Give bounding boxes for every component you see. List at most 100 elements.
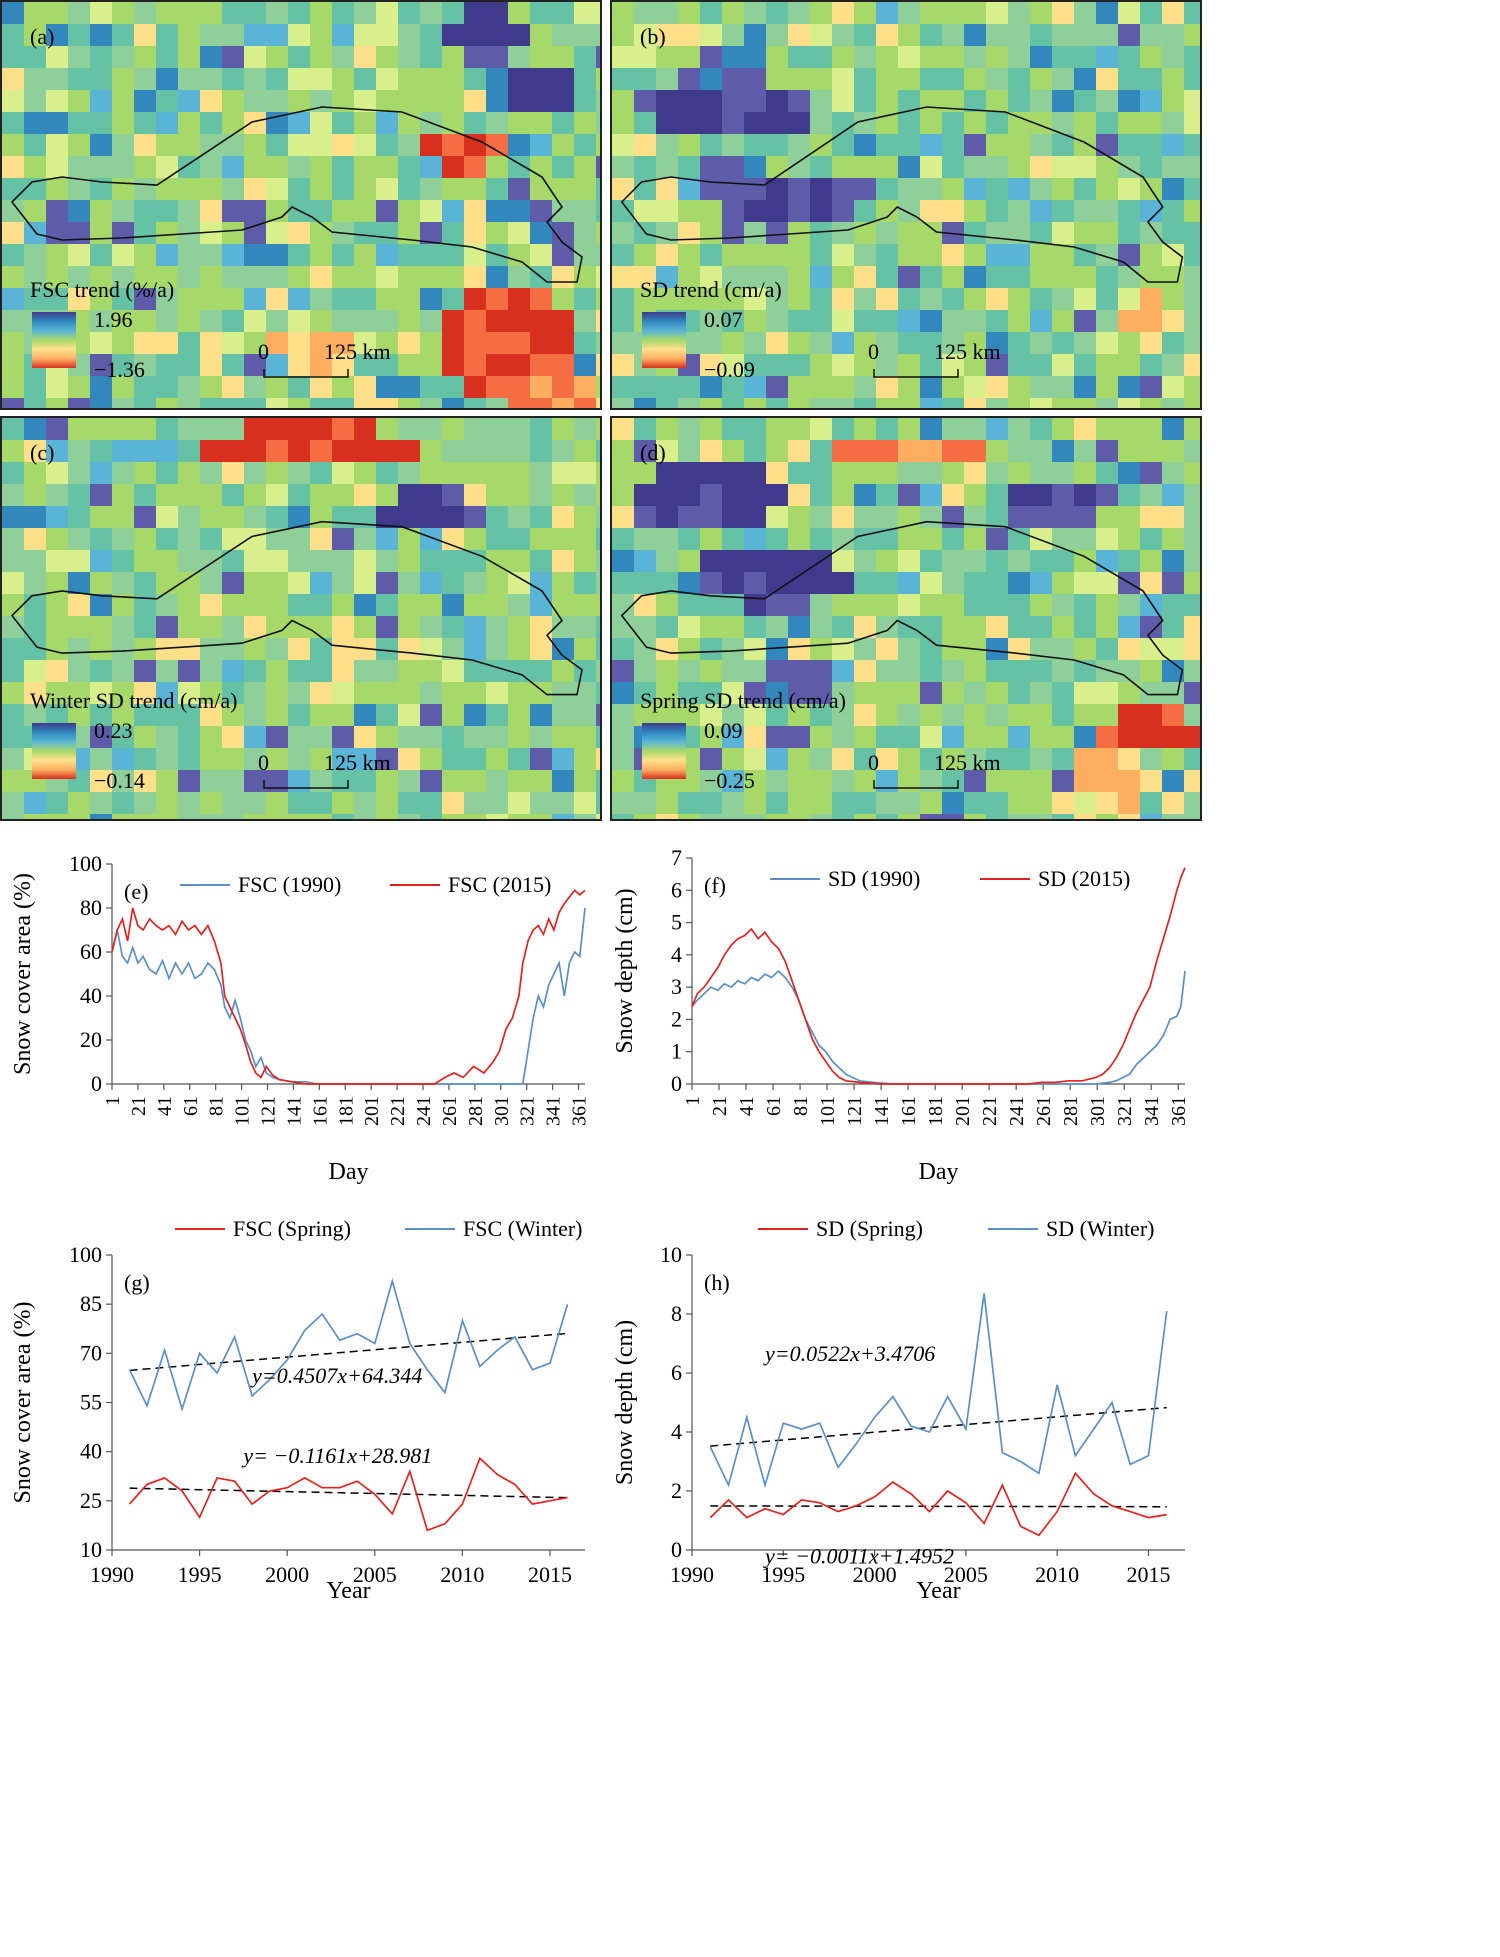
map-cell xyxy=(1118,616,1140,638)
map-cell xyxy=(200,178,222,200)
map-cell xyxy=(508,616,530,638)
map-cell xyxy=(244,814,266,819)
map-cell xyxy=(1052,440,1074,462)
map-cell xyxy=(376,594,398,616)
map-cell xyxy=(46,222,68,244)
map-cell xyxy=(200,90,222,112)
map-cell xyxy=(90,310,112,332)
map-cell xyxy=(920,660,942,682)
map-cell xyxy=(1052,90,1074,112)
map-cell xyxy=(986,244,1008,266)
map-cell xyxy=(288,288,310,310)
map-cell xyxy=(744,288,766,310)
map-cell xyxy=(486,638,508,660)
map-cell xyxy=(964,310,986,332)
map-cell xyxy=(986,178,1008,200)
map-cell xyxy=(810,354,832,376)
map-cell xyxy=(24,462,46,484)
map-cell xyxy=(156,462,178,484)
map-cell xyxy=(398,288,420,310)
map-cell xyxy=(1074,572,1096,594)
map-cell xyxy=(810,266,832,288)
panel-label-f: (f) xyxy=(704,873,726,898)
map-cell xyxy=(898,178,920,200)
series-line-2 xyxy=(128,1278,569,1413)
map-cell xyxy=(656,550,678,572)
map-cell xyxy=(442,418,464,440)
map-cell xyxy=(222,90,244,112)
map-cell xyxy=(1162,156,1184,178)
map-cell xyxy=(678,112,700,134)
x-tick-label: 141 xyxy=(283,1096,305,1126)
map-cell xyxy=(832,704,854,726)
map-cell xyxy=(1096,266,1118,288)
map-cell xyxy=(1052,354,1074,376)
map-cell xyxy=(1074,594,1096,616)
map-cell xyxy=(832,462,854,484)
map-cell xyxy=(964,418,986,440)
map-cell xyxy=(596,24,600,46)
map-cell xyxy=(486,2,508,24)
map-cell xyxy=(332,24,354,46)
map-cell xyxy=(1074,638,1096,660)
map-cell xyxy=(1030,310,1052,332)
map-cell xyxy=(832,550,854,572)
map-cell xyxy=(2,704,24,726)
map-cell xyxy=(508,506,530,528)
map-cell xyxy=(354,156,376,178)
map-cell xyxy=(486,222,508,244)
map-cell xyxy=(398,68,420,90)
map-cell xyxy=(464,112,486,134)
map-cell xyxy=(766,222,788,244)
map-cell xyxy=(744,354,766,376)
map-cell xyxy=(596,266,600,288)
map-cell xyxy=(24,398,46,408)
map-cell xyxy=(24,572,46,594)
map-cell xyxy=(24,704,46,726)
map-cell xyxy=(876,398,898,408)
map-cell xyxy=(1052,178,1074,200)
x-tick-label: 341 xyxy=(1141,1096,1163,1126)
map-cell xyxy=(1140,550,1162,572)
map-cell xyxy=(678,814,700,819)
map-cell xyxy=(266,506,288,528)
map-cell xyxy=(420,550,442,572)
x-tick-label: 121 xyxy=(258,1096,280,1126)
map-cell xyxy=(244,376,266,398)
map-cell xyxy=(1184,398,1200,408)
map-cell xyxy=(596,244,600,266)
map-cell xyxy=(612,814,634,819)
map-cell xyxy=(134,310,156,332)
map-cell xyxy=(354,506,376,528)
map-cell xyxy=(942,398,964,408)
map-cell xyxy=(634,156,656,178)
map-cell xyxy=(508,222,530,244)
map-cell xyxy=(288,726,310,748)
map-cell xyxy=(1074,462,1096,484)
map-cell xyxy=(1074,332,1096,354)
map-cell xyxy=(508,332,530,354)
map-cell xyxy=(1118,506,1140,528)
map-cell xyxy=(1140,440,1162,462)
map-cell xyxy=(700,638,722,660)
map-cell xyxy=(612,68,634,90)
map-cell xyxy=(1008,376,1030,398)
map-cell xyxy=(854,462,876,484)
map-cell xyxy=(442,770,464,792)
map-cell xyxy=(942,792,964,814)
map-cell xyxy=(920,792,942,814)
map-cell xyxy=(112,332,134,354)
map-cell xyxy=(788,244,810,266)
map-cell xyxy=(200,440,222,462)
map-cell xyxy=(486,90,508,112)
map-cell xyxy=(634,594,656,616)
map-cell xyxy=(266,704,288,726)
map-cell xyxy=(46,814,68,819)
map-cell xyxy=(112,222,134,244)
map-cell xyxy=(464,266,486,288)
map-cell xyxy=(420,484,442,506)
map-cell xyxy=(222,244,244,266)
map-cell xyxy=(552,354,574,376)
map-cell xyxy=(200,398,222,408)
map-cell xyxy=(788,288,810,310)
